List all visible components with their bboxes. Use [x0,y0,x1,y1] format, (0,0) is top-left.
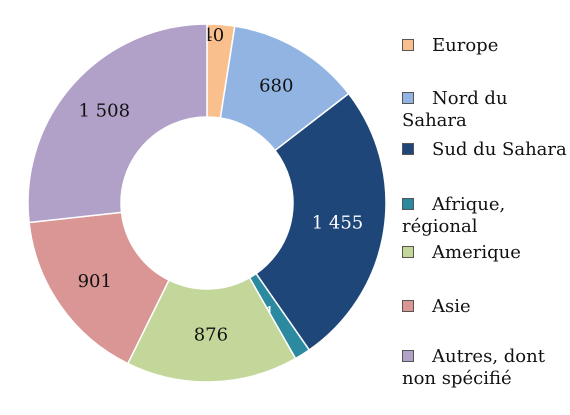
data-label-sud-du-sahara: 1 455 [312,213,364,234]
legend-swatch-nord-du-sahara [402,92,414,104]
slice-autres-dont-non-specifie [27,23,208,224]
data-label-nord-du-sahara: 680 [259,75,293,96]
legend-label-amerique: Amerique [432,242,521,263]
legend-swatch-autres-dont-non-specifie [402,350,414,362]
legend-label-afrique-regional: Afrique, régional [402,194,506,237]
legend-label-asie: Asie [432,296,471,317]
data-label-asie: 901 [78,271,112,292]
legend-label-europe: Europe [432,35,499,56]
legend-swatch-amerique [402,246,414,258]
legend-swatch-europe [402,39,414,51]
legend-label-sud-du-sahara: Sud du Sahara [432,139,567,160]
data-label-amerique: 876 [194,324,228,345]
legend-label-nord-du-sahara: Nord du Sahara [402,88,508,131]
slice-sud-du-sahara [255,92,387,352]
slice-asie [28,211,170,365]
legend-swatch-sud-du-sahara [402,143,414,155]
data-label-autres-dont-non-specifie: 1 508 [78,100,130,121]
donut-plot-area: 1406801 455818769011 508 [27,23,387,383]
legend-label-autres-dont-non-specifie: Autres, dont non spécifié [402,346,545,389]
slice-amerique [126,276,297,383]
legend-swatch-afrique-regional [402,198,414,210]
legend-swatch-asie [402,300,414,312]
